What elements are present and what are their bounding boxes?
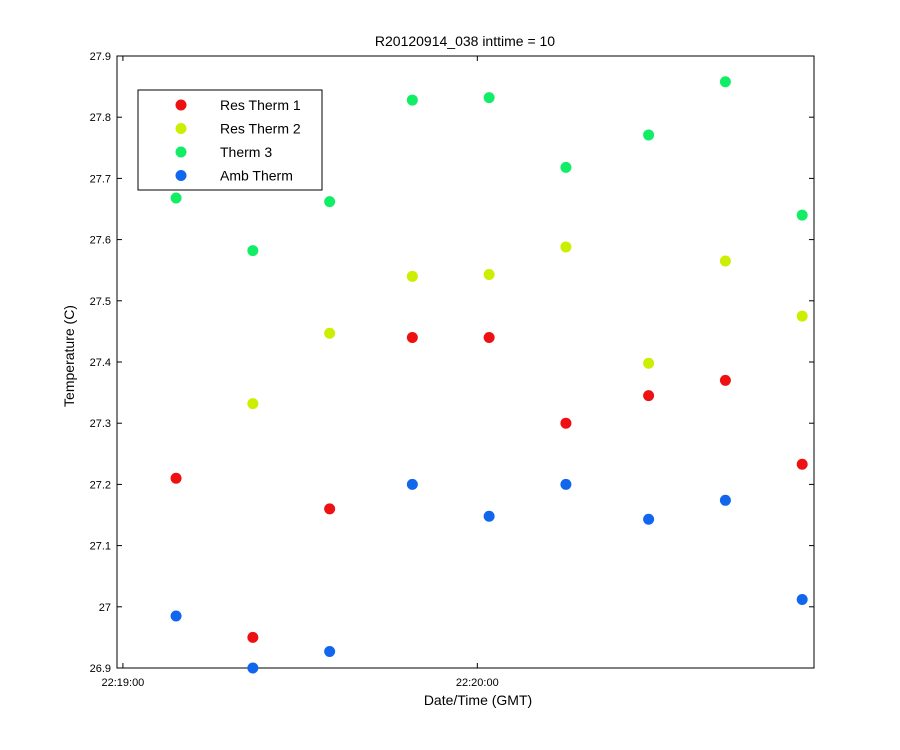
point-therm-3 — [406, 94, 418, 106]
point-res-therm-2 — [483, 268, 495, 280]
point-therm-3 — [643, 129, 655, 141]
point-therm-3 — [247, 245, 259, 257]
point-res-therm-1 — [643, 390, 655, 402]
point-res-therm-2 — [247, 398, 259, 410]
point-res-therm-1 — [247, 631, 259, 643]
point-therm-3 — [170, 192, 182, 204]
y-tick-label: 27 — [99, 602, 111, 614]
point-res-therm-1 — [560, 417, 572, 429]
point-res-therm-1 — [406, 332, 418, 344]
point-amb-therm — [796, 593, 808, 605]
point-therm-3 — [796, 209, 808, 221]
data-points — [170, 76, 808, 674]
point-res-therm-1 — [483, 332, 495, 344]
y-tick-label: 27.1 — [90, 541, 111, 553]
y-tick-label: 27.6 — [90, 235, 111, 247]
legend-marker-amb-therm — [175, 170, 187, 181]
point-res-therm-1 — [796, 458, 808, 470]
x-axis-label: Date/Time (GMT) — [424, 692, 532, 708]
point-res-therm-1 — [719, 374, 731, 386]
point-res-therm-2 — [406, 270, 418, 282]
point-therm-3 — [560, 161, 572, 173]
point-therm-3 — [324, 196, 336, 208]
legend: Res Therm 1 Res Therm 2 Therm 3 Amb Therm — [137, 89, 323, 191]
y-tick-label: 27.8 — [90, 112, 111, 124]
y-axis-label: Temperature (C) — [61, 305, 77, 407]
point-res-therm-2 — [643, 357, 655, 369]
point-res-therm-2 — [560, 241, 572, 253]
x-tick-label: 22:19:00 — [101, 677, 144, 689]
y-tick-label: 27.5 — [90, 296, 111, 308]
legend-label-therm-3: Therm 3 — [220, 144, 272, 160]
chart-title: R20120914_038 inttime = 10 — [375, 33, 555, 49]
legend-marker-res-therm-1 — [175, 99, 187, 111]
legend-marker-res-therm-2 — [175, 123, 187, 134]
x-axis: 22:19:00 22:20:00 — [101, 56, 499, 689]
point-amb-therm — [406, 478, 418, 490]
y-axis: 26.9 27 27.1 27.2 27.3 27.4 27.5 27.6 27.7 27.8 27… — [90, 51, 814, 675]
legend-label-amb-therm: Amb Therm — [220, 168, 293, 184]
point-res-therm-2 — [324, 327, 336, 339]
point-amb-therm — [247, 662, 259, 674]
point-amb-therm — [643, 513, 655, 525]
y-tick-label: 27.9 — [90, 51, 111, 63]
point-amb-therm — [170, 610, 182, 622]
point-amb-therm — [560, 478, 572, 490]
y-tick-label: 26.9 — [90, 663, 111, 675]
legend-label-res-therm-1: Res Therm 1 — [220, 97, 301, 113]
legend-label-res-therm-2: Res Therm 2 — [220, 121, 301, 137]
point-therm-3 — [719, 76, 731, 88]
y-tick-label: 27.3 — [90, 418, 111, 430]
point-amb-therm — [483, 510, 495, 522]
legend-box — [137, 89, 323, 191]
point-amb-therm — [719, 494, 731, 506]
point-res-therm-1 — [324, 503, 336, 515]
point-therm-3 — [483, 92, 495, 104]
legend-marker-therm-3 — [175, 146, 187, 158]
point-amb-therm — [324, 645, 336, 657]
y-tick-label: 27.4 — [90, 357, 111, 369]
point-res-therm-2 — [719, 255, 731, 267]
y-tick-label: 27.7 — [90, 173, 111, 185]
point-res-therm-2 — [796, 310, 808, 322]
x-tick-label: 22:20:00 — [456, 677, 499, 689]
point-res-therm-1 — [170, 472, 182, 484]
y-tick-label: 27.2 — [90, 479, 111, 491]
